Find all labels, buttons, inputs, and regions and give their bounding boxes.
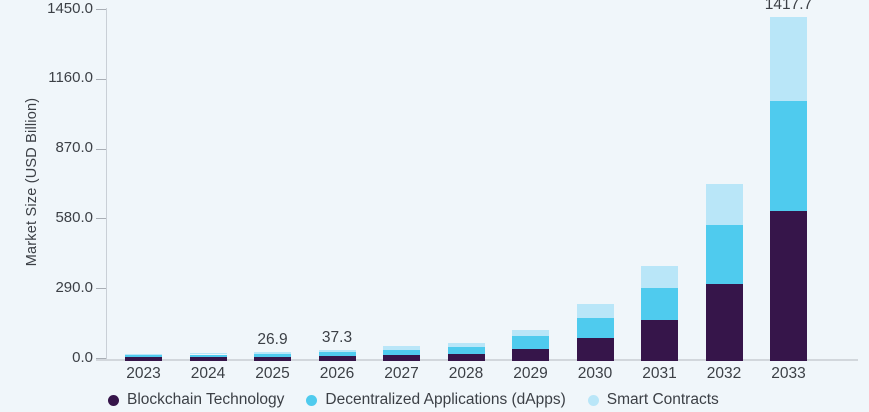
- x-tick-label: 2032: [706, 365, 742, 382]
- bar-segment-2033: [770, 100, 807, 211]
- bar-total-label: 26.9: [257, 331, 288, 349]
- bar-segment-2023: [125, 355, 162, 358]
- bar-segment-2023: [125, 354, 162, 356]
- bar-segment-2032: [705, 283, 743, 361]
- x-tick-label: 2027: [384, 365, 419, 382]
- bar-segment-2030: [576, 304, 614, 319]
- bar-segment-2031: [641, 319, 678, 361]
- legend-label: Smart Contracts: [606, 391, 719, 408]
- bar-segment-2029: [512, 349, 549, 361]
- bar-segment-2029: [512, 336, 549, 350]
- x-tick-label: 2028: [448, 365, 484, 382]
- x-tick-label: 2023: [126, 365, 161, 382]
- bar-segment-2030: [576, 318, 614, 339]
- x-tick-label: 2029: [513, 365, 548, 382]
- bar-segment-2032: [705, 225, 743, 284]
- bar-segment-2024: [189, 354, 227, 357]
- bar-segment-2033: [770, 17, 807, 101]
- y-tick-mark: [96, 288, 106, 290]
- bar-segment-2027: [383, 346, 420, 350]
- x-tick-label: 2033: [771, 365, 806, 382]
- y-tick-mark: [96, 148, 106, 150]
- x-tick-label: 2031: [642, 365, 677, 382]
- y-tick-label: 290.0: [55, 278, 93, 296]
- bar-total-label: 37.3: [321, 328, 353, 346]
- bar-segment-2029: [512, 329, 549, 337]
- bar-segment-2030: [576, 338, 614, 361]
- x-tick-label: 2030: [577, 365, 613, 382]
- y-tick-label: 580.0: [55, 208, 93, 226]
- y-tick-mark: [96, 9, 106, 10]
- y-tick-mark: [96, 218, 106, 220]
- bar-total-label: 1417.7: [764, 0, 813, 14]
- legend-item: Decentralized Applications (dApps): [306, 391, 566, 409]
- bar-segment-2024: [189, 356, 227, 361]
- legend-dot-icon: [306, 394, 318, 406]
- legend-dot-icon: [587, 394, 599, 406]
- x-tick-label: 2026: [319, 365, 355, 382]
- chart-legend: Blockchain Technology Decentralized Appli…: [108, 390, 719, 410]
- bar-segment-2025: [254, 356, 291, 361]
- y-axis-line: [106, 8, 107, 361]
- bar-segment-2028: [447, 347, 485, 354]
- legend-dot-icon: [108, 394, 119, 406]
- bar-segment-2031: [641, 265, 678, 288]
- bar-segment-2031: [641, 287, 678, 320]
- bar-segment-2023: [125, 357, 162, 361]
- bar-segment-2027: [383, 354, 420, 361]
- y-axis-title: Market Size (USD Billion): [24, 97, 40, 267]
- legend-label: Decentralized Applications (dApps): [325, 391, 566, 408]
- bar-segment-2026: [318, 352, 356, 356]
- x-tick-label: 2024: [190, 365, 226, 382]
- bar-segment-2026: [318, 349, 356, 353]
- bar-segment-2033: [770, 210, 807, 361]
- legend-label: Blockchain Technology: [127, 391, 285, 408]
- bar-segment-2028: [447, 353, 485, 361]
- bar-segment-2027: [383, 349, 420, 355]
- bar-segment-2024: [189, 352, 227, 355]
- legend-item: Blockchain Technology: [108, 391, 284, 409]
- bar-segment-2025: [254, 353, 291, 357]
- y-tick-label: 0.0: [72, 348, 93, 366]
- y-tick-label: 870.0: [55, 139, 93, 157]
- bar-segment-2025: [254, 352, 291, 354]
- legend-item: Smart Contracts: [587, 391, 719, 409]
- x-tick-label: 2025: [255, 365, 290, 382]
- bar-segment-2028: [447, 342, 485, 348]
- bar-segment-2026: [318, 355, 356, 361]
- y-tick-mark: [96, 78, 106, 80]
- y-tick-label: 1160.0: [48, 69, 93, 87]
- y-tick-label: 1450.0: [47, 0, 93, 17]
- bar-segment-2032: [705, 184, 743, 226]
